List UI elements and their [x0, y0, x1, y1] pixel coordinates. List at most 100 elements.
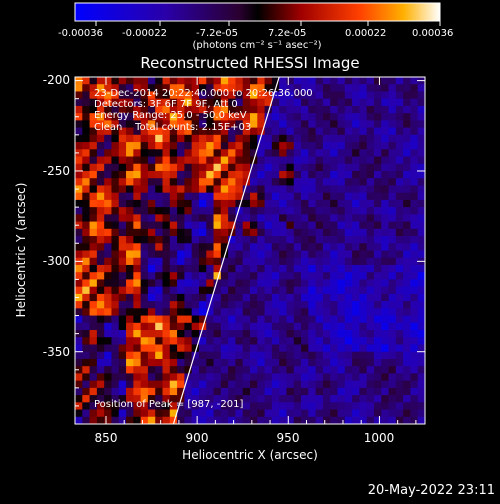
heatmap-cell: [198, 409, 207, 418]
heatmap-cell: [388, 416, 397, 424]
heatmap-cell: [96, 134, 105, 143]
heatmap-cell: [395, 192, 404, 201]
heatmap-cell: [184, 366, 193, 374]
heatmap-cell: [140, 91, 149, 100]
heatmap-cell: [279, 105, 288, 114]
heatmap-cell: [133, 113, 142, 121]
heatmap-cell: [250, 366, 258, 374]
heatmap-cell: [322, 243, 331, 252]
heatmap-cell: [111, 91, 120, 100]
heatmap-cell: [359, 315, 368, 324]
heatmap-cell: [126, 243, 134, 252]
heatmap-cell: [403, 163, 412, 172]
heatmap-cell: [279, 134, 288, 143]
heatmap-cell: [111, 98, 120, 107]
heatmap-cell: [322, 344, 331, 353]
heatmap-cell: [140, 387, 149, 396]
heatmap-cell: [388, 409, 397, 418]
heatmap-cell: [366, 409, 375, 418]
heatmap-cell: [162, 387, 171, 396]
heatmap-cell: [388, 127, 397, 136]
heatmap-cell: [126, 293, 134, 302]
heatmap-cell: [242, 228, 251, 237]
heatmap-cell: [271, 337, 280, 346]
heatmap-cell: [293, 192, 302, 201]
heatmap-cell: [89, 170, 98, 179]
heatmap-cell: [366, 308, 375, 317]
heatmap-cell: [359, 134, 368, 143]
heatmap-cell: [235, 387, 244, 396]
heatmap-cell: [381, 134, 390, 143]
heatmap-cell: [257, 337, 266, 346]
heatmap-cell: [89, 409, 98, 418]
heatmap-cell: [330, 272, 339, 281]
heatmap-cell: [344, 77, 353, 85]
heatmap-cell: [286, 98, 295, 107]
heatmap-cell: [250, 315, 258, 324]
heatmap-cell: [140, 308, 149, 317]
heatmap-cell: [308, 214, 317, 223]
heatmap-cell: [388, 337, 397, 346]
heatmap-cell: [373, 351, 382, 360]
heatmap-cell: [242, 243, 251, 252]
heatmap-cell: [96, 228, 105, 237]
heatmap-cell: [410, 380, 419, 389]
heatmap-cell: [279, 178, 288, 187]
heatmap-cell: [133, 142, 142, 150]
heatmap-cell: [75, 170, 83, 179]
heatmap-cell: [322, 250, 331, 259]
heatmap-cell: [293, 156, 302, 165]
heatmap-cell: [395, 322, 404, 331]
heatmap-cell: [279, 243, 288, 252]
heatmap-cell: [403, 77, 412, 85]
heatmap-cell: [337, 293, 346, 302]
heatmap-cell: [96, 98, 105, 107]
heatmap-cell: [410, 416, 419, 424]
heatmap-cell: [293, 149, 302, 158]
heatmap-cell: [257, 322, 266, 331]
heatmap-cell: [111, 221, 120, 230]
heatmap-cell: [133, 243, 142, 252]
heatmap-cell: [330, 221, 339, 230]
heatmap-cell: [359, 402, 368, 411]
heatmap-cell: [264, 134, 273, 143]
heatmap-cell: [366, 337, 375, 346]
heatmap-cell: [228, 387, 237, 396]
heatmap-cell: [417, 228, 425, 237]
heatmap-cell: [381, 337, 390, 346]
heatmap-cell: [104, 134, 113, 143]
heatmap-cell: [264, 250, 273, 259]
heatmap-cell: [257, 207, 266, 215]
heatmap-cell: [126, 156, 134, 165]
heatmap-cell: [403, 207, 412, 215]
heatmap-cell: [169, 170, 178, 179]
heatmap-cell: [373, 207, 382, 215]
heatmap-cell: [257, 330, 266, 338]
heatmap-cell: [111, 185, 120, 194]
heatmap-cell: [271, 402, 280, 411]
heatmap-cell: [162, 77, 171, 85]
heatmap-cell: [126, 236, 134, 244]
heatmap-cell: [184, 163, 193, 172]
heatmap-cell: [301, 264, 309, 273]
heatmap-cell: [373, 163, 382, 172]
heatmap-cell: [315, 387, 324, 396]
heatmap-cell: [111, 134, 120, 143]
heatmap-cell: [133, 185, 142, 194]
heatmap-cell: [301, 207, 309, 215]
heatmap-cell: [308, 178, 317, 187]
heatmap-cell: [344, 142, 353, 150]
heatmap-cell: [417, 337, 425, 346]
heatmap-cell: [126, 380, 134, 389]
heatmap-cell: [403, 337, 412, 346]
heatmap-cell: [228, 163, 237, 172]
heatmap-cell: [250, 250, 258, 259]
heatmap-cell: [198, 257, 207, 266]
heatmap-cell: [410, 409, 419, 418]
heatmap-cell: [126, 214, 134, 223]
heatmap-cell: [293, 264, 302, 273]
heatmap-cell: [235, 416, 244, 424]
heatmap-cell: [191, 127, 200, 136]
heatmap-cell: [213, 178, 222, 187]
heatmap-cell: [126, 120, 134, 129]
